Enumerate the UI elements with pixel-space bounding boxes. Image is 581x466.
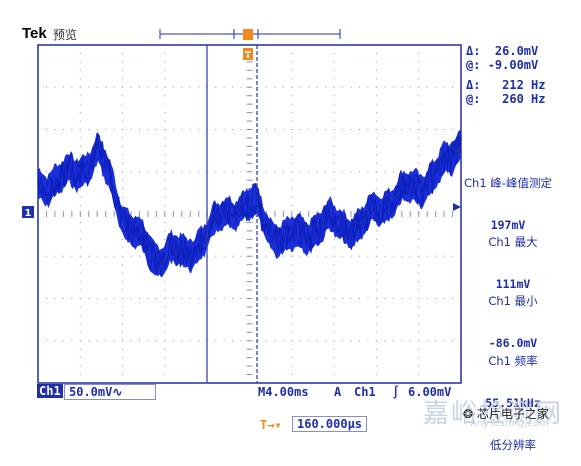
trigger-channel[interactable]: Ch1 (354, 385, 376, 399)
top-bar: Tek 预览 (0, 0, 581, 44)
volts-div-readout[interactable]: 50.0mV∿ (64, 384, 156, 400)
graticule-border (37, 44, 462, 384)
measurement-min: Ch1 最小 -86.0mV (488, 294, 538, 350)
trigger-position-arrow-icon: T→▾ (260, 418, 282, 432)
cursor-delta-f: Δ: 212 Hz (466, 78, 546, 92)
waveform-noise (37, 136, 462, 274)
channel1-ground-marker[interactable]: 1 (22, 206, 34, 219)
mode-label: 预览 (53, 28, 78, 42)
cursor-at-f: @: 260 Hz (466, 92, 546, 106)
trigger-mode: A (334, 385, 342, 399)
watermark-en: AnyTesting.com (470, 418, 549, 429)
brand-label: Tek (22, 25, 47, 42)
channel-chip[interactable]: Ch1 (37, 384, 63, 398)
trigger-position-icon[interactable]: T (243, 29, 253, 61)
trigger-position-readout[interactable]: 160.000μs (292, 416, 368, 432)
coupling-icon: ∿ (112, 385, 123, 399)
waveform-trace (37, 130, 462, 277)
measurement-pk2pk: Ch1 峰-峰值测定 197mV (464, 176, 552, 232)
publisher-logo: ❂ 芯片电子之家 (463, 407, 549, 421)
trigger-level-readout[interactable]: 6.00mV (408, 385, 452, 399)
cursor-at-v: @: -9.00mV (466, 58, 539, 72)
status-bar: Ch1 50.0mV∿ M4.00ms A Ch1 ∫ 6.00mV T→▾ 1… (0, 384, 581, 437)
measurement-max: Ch1 最大 111mV (488, 235, 538, 291)
watermark-cn: 嘉峪检测网 (422, 399, 563, 429)
cursor-level-icon (453, 146, 461, 154)
cursor-delta-v: Δ: 26.0mV (466, 44, 539, 58)
trigger-slope-icon: ∫ (392, 385, 400, 399)
timebase-readout[interactable]: M4.00ms (258, 385, 309, 399)
trigger-marker-label: T (245, 51, 252, 61)
scope-display: T 1 (22, 29, 462, 384)
trigger-level-arrow-icon[interactable] (453, 203, 461, 211)
ground-marker-label: 1 (25, 208, 32, 219)
